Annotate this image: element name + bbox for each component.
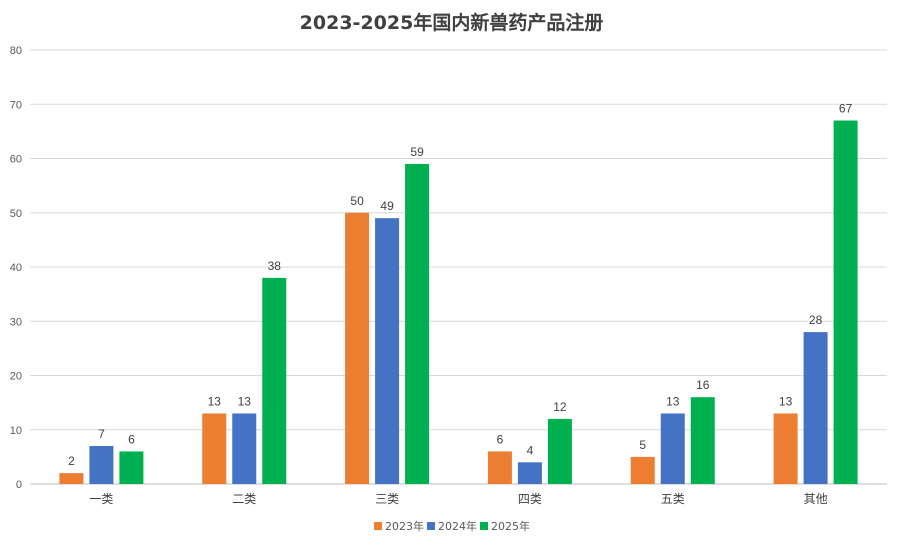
bar	[59, 473, 84, 484]
data-label: 59	[410, 145, 424, 159]
x-tick-label: 其他	[804, 492, 828, 506]
data-label: 49	[380, 199, 394, 213]
y-tick-label: 0	[16, 479, 22, 491]
bar	[630, 456, 655, 484]
legend: 2023年 2024年 2025年	[374, 519, 530, 533]
data-label: 38	[268, 259, 282, 273]
legend-swatch	[427, 522, 435, 530]
bar	[89, 446, 114, 484]
bar	[833, 120, 858, 485]
data-label: 67	[839, 102, 853, 116]
y-tick-label: 80	[10, 45, 22, 57]
data-label: 4	[527, 443, 534, 457]
data-label: 13	[208, 394, 222, 408]
x-tick-label: 五类	[661, 492, 685, 506]
y-tick-label: 60	[10, 154, 22, 166]
bar	[262, 277, 287, 484]
data-label: 13	[238, 394, 252, 408]
data-label: 6	[128, 432, 135, 446]
x-tick-label: 四类	[518, 492, 542, 506]
data-label: 12	[553, 400, 567, 414]
data-label: 6	[497, 432, 504, 446]
bar	[375, 218, 400, 485]
data-label: 50	[350, 194, 364, 208]
bar	[232, 413, 257, 484]
bar	[345, 212, 370, 484]
data-label: 16	[696, 378, 710, 392]
y-tick-label: 20	[10, 371, 22, 383]
data-label: 2	[68, 454, 75, 468]
legend-item-label: 2025年	[491, 519, 530, 533]
bar	[517, 462, 542, 484]
legend-item-label: 2024年	[438, 519, 477, 533]
bar	[773, 413, 798, 484]
y-tick-label: 40	[10, 262, 22, 274]
bar	[487, 451, 512, 484]
bar	[803, 332, 828, 484]
legend-swatch	[480, 522, 488, 530]
y-tick-label: 70	[10, 99, 22, 111]
data-label: 13	[779, 394, 793, 408]
y-tick-label: 30	[10, 316, 22, 328]
bar	[405, 163, 430, 485]
x-tick-label: 二类	[232, 492, 256, 506]
bar	[202, 413, 227, 484]
bar	[119, 451, 144, 484]
bar	[660, 413, 685, 484]
legend-swatch	[374, 522, 382, 530]
bar	[690, 397, 715, 484]
y-tick-label: 50	[10, 208, 22, 220]
data-label: 7	[98, 427, 105, 441]
x-tick-label: 一类	[89, 492, 113, 506]
bar	[547, 418, 572, 484]
legend-item-label: 2023年	[385, 519, 424, 533]
chart-title: 2023-2025年国内新兽药产品注册	[299, 12, 604, 34]
gridlines	[30, 49, 887, 485]
data-labels: 2 7 6 13 13 38 50 49 59 6 4 12 5 13 16 13 28 67	[68, 102, 853, 469]
x-tick-label: 三类	[375, 492, 399, 506]
data-label: 13	[666, 394, 680, 408]
bars	[59, 120, 858, 485]
x-axis-categories: 一类 二类 三类 四类 五类 其他	[89, 492, 827, 506]
y-axis-ticks: 0 10 20 30 40 50 60 70 80	[10, 45, 22, 491]
y-tick-label: 10	[10, 425, 22, 437]
data-label: 28	[809, 313, 823, 327]
data-label: 5	[639, 438, 646, 452]
